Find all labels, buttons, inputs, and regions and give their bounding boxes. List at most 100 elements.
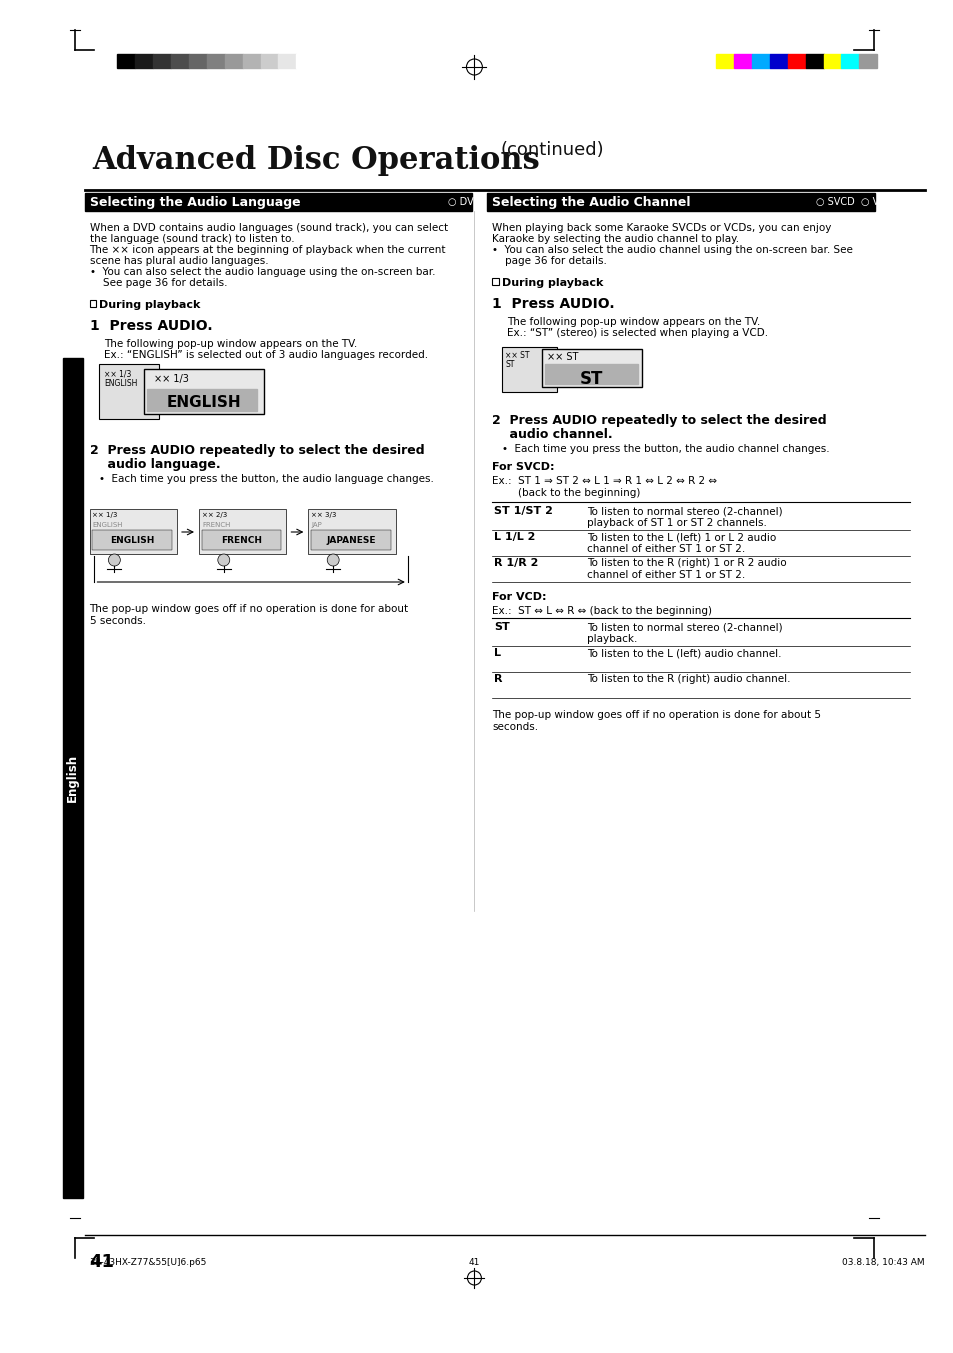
Bar (716, 54, 733, 68)
Text: The following pop-up window appears on the TV.: The following pop-up window appears on t… (507, 317, 760, 327)
Text: Karaoke by selecting the audio channel to play.: Karaoke by selecting the audio channel t… (492, 234, 739, 244)
Text: Advanced Disc Operations: Advanced Disc Operations (92, 145, 539, 176)
Text: Selecting the Audio Channel: Selecting the Audio Channel (492, 195, 690, 208)
Bar (171, 54, 189, 68)
Bar (135, 54, 153, 68)
Text: See page 36 for details.: See page 36 for details. (90, 277, 227, 288)
Text: ×× ST: ×× ST (546, 352, 578, 363)
Bar (822, 54, 841, 68)
Text: Ex.: “ENGLISH” is selected out of 3 audio languages recorded.: Ex.: “ENGLISH” is selected out of 3 audi… (104, 350, 428, 360)
Text: To listen to normal stereo (2-channel): To listen to normal stereo (2-channel) (586, 622, 781, 632)
Text: English: English (66, 754, 79, 802)
Text: •  Each time you press the button, the audio channel changes.: • Each time you press the button, the au… (501, 444, 829, 455)
Text: ENGLISH: ENGLISH (110, 536, 154, 545)
Text: Ex.:  ST ⇔ L ⇔ R ⇔ (back to the beginning): Ex.: ST ⇔ L ⇔ R ⇔ (back to the beginning… (492, 606, 712, 616)
Text: audio channel.: audio channel. (492, 428, 613, 441)
Text: the language (sound track) to listen to.: the language (sound track) to listen to. (90, 234, 294, 244)
Bar (85, 193, 472, 211)
Text: ST: ST (505, 360, 514, 369)
Text: ×× 2/3: ×× 2/3 (202, 511, 227, 518)
Text: ○ DVD: ○ DVD (447, 198, 480, 207)
Text: To listen to the R (right) 1 or R 2 audio: To listen to the R (right) 1 or R 2 audi… (586, 557, 785, 568)
Text: ENGLISH: ENGLISH (92, 522, 123, 528)
Bar (260, 54, 278, 68)
Text: 2  Press AUDIO repeatedly to select the desired: 2 Press AUDIO repeatedly to select the d… (90, 444, 424, 457)
Bar (92, 530, 172, 551)
Text: To listen to the L (left) audio channel.: To listen to the L (left) audio channel. (586, 648, 781, 658)
Text: ×× 1/3: ×× 1/3 (104, 369, 132, 377)
Text: The pop-up window goes off if no operation is done for about 5
seconds.: The pop-up window goes off if no operati… (492, 710, 821, 732)
Text: When a DVD contains audio languages (sound track), you can select: When a DVD contains audio languages (sou… (90, 223, 447, 233)
Bar (487, 193, 874, 211)
Text: 1  Press AUDIO.: 1 Press AUDIO. (90, 319, 212, 333)
Bar (225, 54, 242, 68)
Text: The following pop-up window appears on the TV.: The following pop-up window appears on t… (104, 340, 357, 349)
Text: •  Each time you press the button, the audio language changes.: • Each time you press the button, the au… (99, 474, 434, 484)
Text: L: L (494, 648, 500, 658)
Bar (202, 530, 281, 551)
Text: When playing back some Karaoke SVCDs or VCDs, you can enjoy: When playing back some Karaoke SVCDs or … (492, 223, 831, 233)
Text: For SVCD:: For SVCD: (492, 461, 555, 472)
Bar (153, 54, 171, 68)
Text: channel of either ST 1 or ST 2.: channel of either ST 1 or ST 2. (586, 544, 744, 553)
FancyBboxPatch shape (501, 346, 557, 392)
FancyBboxPatch shape (99, 364, 159, 419)
Text: •  You can also select the audio language using the on-screen bar.: • You can also select the audio language… (90, 267, 435, 277)
Circle shape (327, 553, 339, 566)
Text: page 36 for details.: page 36 for details. (492, 256, 606, 267)
Text: channel of either ST 1 or ST 2.: channel of either ST 1 or ST 2. (586, 570, 744, 580)
Bar (199, 509, 286, 553)
Bar (207, 54, 225, 68)
Text: R: R (494, 674, 502, 685)
Bar (278, 54, 296, 68)
Bar (308, 509, 395, 553)
Bar (117, 54, 135, 68)
Text: ×× 1/3: ×× 1/3 (154, 373, 189, 384)
Text: To listen to the R (right) audio channel.: To listen to the R (right) audio channel… (586, 674, 789, 685)
Text: L 1/L 2: L 1/L 2 (494, 532, 536, 543)
Text: ST: ST (494, 622, 510, 632)
Text: During playback: During playback (501, 277, 603, 288)
Bar (63, 359, 83, 1197)
Bar (90, 509, 177, 553)
Text: For VCD:: For VCD: (492, 593, 546, 602)
Bar (804, 54, 822, 68)
Text: To listen to normal stereo (2-channel): To listen to normal stereo (2-channel) (586, 506, 781, 515)
Bar (147, 390, 256, 411)
Circle shape (109, 553, 120, 566)
Text: The ×× icon appears at the beginning of playback when the current: The ×× icon appears at the beginning of … (90, 245, 446, 254)
Bar (733, 54, 751, 68)
Bar (189, 54, 207, 68)
Bar (311, 530, 391, 551)
Text: ○ SVCD  ○ VCD: ○ SVCD ○ VCD (815, 198, 892, 207)
Bar (841, 54, 859, 68)
Text: ENGLISH: ENGLISH (104, 379, 137, 388)
Text: During playback: During playback (99, 300, 201, 310)
Text: ST: ST (579, 369, 603, 388)
Text: ST 1/ST 2: ST 1/ST 2 (494, 506, 553, 515)
Text: 41: 41 (468, 1258, 479, 1266)
Text: 1  Press AUDIO.: 1 Press AUDIO. (492, 298, 615, 311)
Text: 03.8.18, 10:43 AM: 03.8.18, 10:43 AM (841, 1258, 924, 1266)
Text: ×× ST: ×× ST (505, 350, 529, 360)
Text: R 1/R 2: R 1/R 2 (494, 557, 538, 568)
Text: 41: 41 (90, 1253, 114, 1270)
Text: FRENCH: FRENCH (221, 536, 262, 545)
Bar (859, 54, 877, 68)
Text: playback.: playback. (586, 635, 637, 644)
Text: ×× 3/3: ×× 3/3 (311, 511, 336, 518)
Text: JAP: JAP (311, 522, 322, 528)
Text: ENGLISH: ENGLISH (167, 395, 241, 410)
Bar (769, 54, 787, 68)
Text: scene has plural audio languages.: scene has plural audio languages. (90, 256, 268, 267)
Bar (492, 277, 498, 285)
Text: audio language.: audio language. (90, 459, 220, 471)
Text: ×× 1/3: ×× 1/3 (92, 511, 118, 518)
Text: FRENCH: FRENCH (202, 522, 230, 528)
Bar (751, 54, 769, 68)
Text: (back to the beginning): (back to the beginning) (492, 488, 640, 498)
Text: 2  Press AUDIO repeatedly to select the desired: 2 Press AUDIO repeatedly to select the d… (492, 414, 826, 428)
FancyBboxPatch shape (144, 369, 263, 414)
Bar (787, 54, 804, 68)
Text: (continued): (continued) (499, 141, 603, 160)
